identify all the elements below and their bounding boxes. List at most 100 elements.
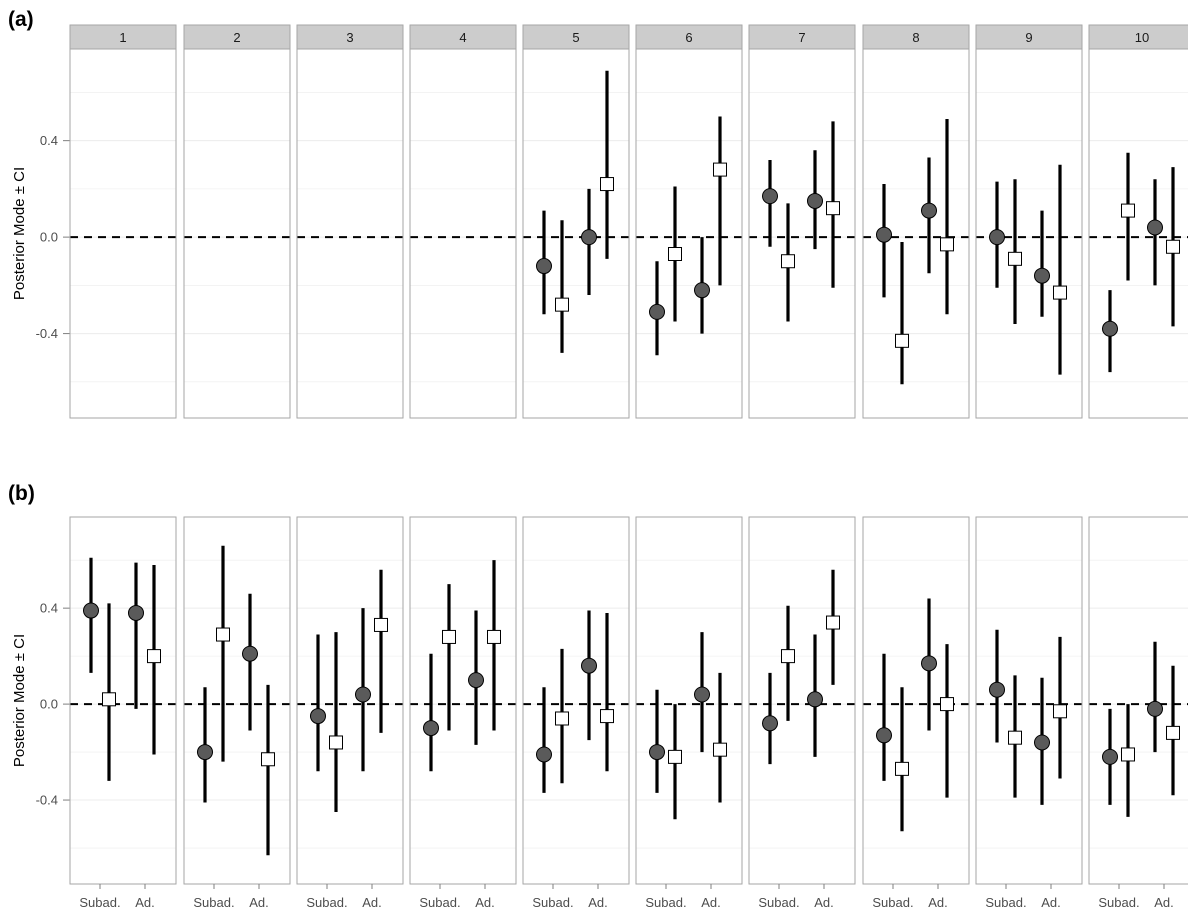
facet-strip-label: 2 [233, 30, 240, 45]
y-axis-title: Posterior Mode ± CI [11, 634, 28, 767]
square-point [487, 629, 501, 644]
circle-point [921, 202, 937, 219]
square-point [668, 749, 682, 764]
square-point [147, 649, 161, 664]
facet-panel-background [297, 517, 403, 884]
square-point [216, 627, 230, 642]
facet-panel-border [1088, 516, 1188, 885]
facet-2: 2 [183, 24, 291, 419]
facet-strip [635, 24, 743, 50]
y-tick-label: -0.4 [36, 793, 58, 808]
facet-8: Subad. Ad. [862, 516, 970, 910]
circle-point [694, 686, 710, 703]
facet-panel-border [862, 516, 970, 885]
circle-point [581, 657, 597, 674]
facet-panel-border [183, 516, 291, 885]
square-point [668, 247, 682, 261]
y-tick-label: 0.0 [40, 697, 58, 712]
facet-panel-border [635, 516, 743, 885]
circle-point [694, 282, 710, 299]
facet-panel-background [70, 517, 176, 884]
facet-strip-label: 6 [685, 30, 692, 45]
facet-panel-border [522, 48, 630, 419]
facet-panel-background [184, 517, 290, 884]
facet-6: 6 [635, 24, 743, 419]
square-point [1008, 251, 1022, 266]
facet-strip [296, 24, 404, 50]
facet-panel-background [749, 517, 855, 884]
x-tick-label: Ad. [1041, 895, 1061, 910]
circle-point [989, 681, 1005, 698]
facet-strip [409, 24, 517, 50]
facet-panel-border [409, 48, 517, 419]
square-point [102, 692, 116, 707]
circle-point [83, 602, 99, 619]
circle-point [581, 229, 597, 246]
x-tick-label: Ad. [135, 895, 155, 910]
facet-panel-background [976, 517, 1082, 884]
circle-point [310, 708, 326, 725]
square-point [826, 201, 840, 216]
facet-panel-background [297, 49, 403, 418]
x-tick-label: Subad. [79, 895, 120, 910]
facet-panel-background [749, 49, 855, 418]
facet-10: 10 [1088, 24, 1188, 419]
square-point [713, 742, 727, 757]
circle-point [921, 655, 937, 672]
facet-9: Subad. Ad. [975, 516, 1083, 910]
circle-point [649, 744, 665, 761]
facet-1: 1 [69, 24, 177, 419]
square-point [1121, 203, 1135, 218]
facet-6: Subad. Ad. [635, 516, 743, 910]
circle-point [536, 258, 552, 275]
facet-5: Subad. Ad. [522, 516, 630, 910]
x-tick-label: Subad. [872, 895, 913, 910]
x-tick-label: Subad. [532, 895, 573, 910]
facet-panel-border [748, 48, 856, 419]
square-point [1166, 239, 1180, 254]
facet-1: Subad. Ad. [69, 516, 177, 910]
facet-strip-label: 3 [346, 30, 353, 45]
x-tick-label: Ad. [1154, 895, 1174, 910]
circle-point [1102, 320, 1118, 337]
y-tick-label: 0.4 [40, 601, 58, 616]
facet-panel-border [409, 516, 517, 885]
panel-label: (b) [8, 482, 35, 505]
facet-panel-border [862, 48, 970, 419]
square-point [940, 697, 954, 712]
facet-4: 4 [409, 24, 517, 419]
square-point [826, 615, 840, 630]
x-tick-label: Ad. [814, 895, 834, 910]
facet-2: Subad. Ad. [183, 516, 291, 910]
circle-point [128, 604, 144, 621]
facet-panel-background [636, 517, 742, 884]
x-tick-label: Subad. [306, 895, 347, 910]
square-point [1166, 725, 1180, 740]
square-point [329, 735, 343, 750]
x-tick-label: Subad. [645, 895, 686, 910]
circle-point [242, 645, 258, 662]
facet-panel-background [523, 49, 629, 418]
square-point [895, 761, 909, 776]
facet-3: 3 [296, 24, 404, 419]
square-point [781, 254, 795, 269]
x-tick-label: Subad. [419, 895, 460, 910]
facet-panel-border [183, 48, 291, 419]
facet-strip [183, 24, 291, 50]
x-tick-label: Ad. [249, 895, 269, 910]
square-point [781, 649, 795, 664]
facet-7: Subad. Ad. [748, 516, 856, 910]
circle-point [876, 226, 892, 243]
facet-8: 8 [862, 24, 970, 419]
square-point [1053, 285, 1067, 300]
circle-point [1034, 734, 1050, 751]
facet-panel-border [975, 48, 1083, 419]
x-tick-label: Ad. [475, 895, 495, 910]
square-point [555, 711, 569, 726]
chart-1: (b) Posterior Mode ± CI 0.4 0.0 -0.4 Subad. Ad… [8, 482, 1188, 910]
square-point [1053, 704, 1067, 719]
circle-point [355, 686, 371, 703]
square-point [940, 237, 954, 252]
x-tick-label: Ad. [362, 895, 382, 910]
